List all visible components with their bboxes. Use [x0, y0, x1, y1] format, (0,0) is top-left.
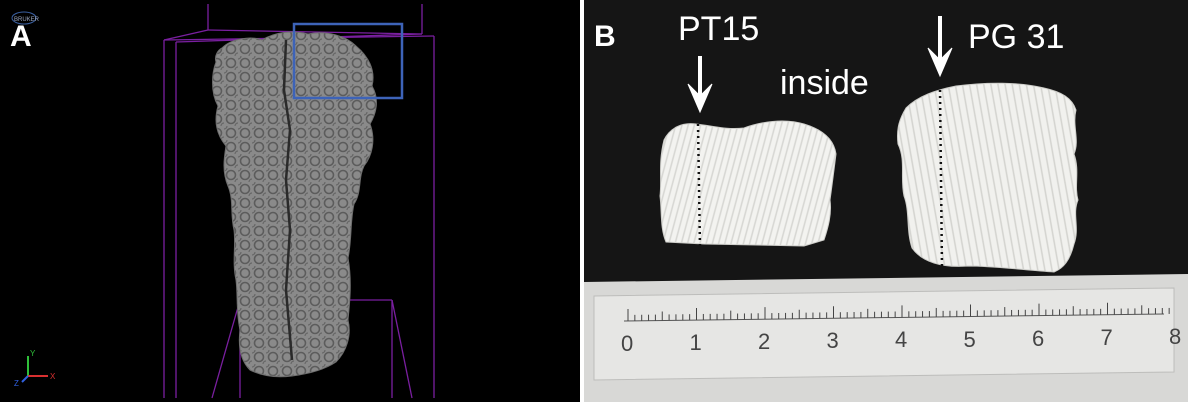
panel-b-label: B	[594, 20, 616, 53]
ruler-number: 8	[1169, 323, 1182, 349]
panel-a-microct-render: Y X Z BRUKER A	[0, 0, 580, 402]
sample-pt15	[659, 120, 837, 247]
ruler-number: 0	[621, 330, 634, 356]
arrow-down-icon	[927, 16, 953, 78]
ruler-number: 4	[895, 327, 908, 353]
arrow-down-icon	[687, 56, 713, 114]
ruler	[584, 274, 1188, 402]
axis-gizmo: Y X Z	[14, 349, 56, 388]
ruler-number: 3	[826, 328, 839, 354]
label-inside: inside	[780, 64, 869, 102]
sample-pg31	[897, 82, 1079, 273]
coral-specimen	[212, 31, 377, 378]
svg-text:Y: Y	[30, 349, 36, 358]
panel-a-label: A	[10, 20, 32, 53]
panel-b-photo: B PT15 inside PG 31 0 1 2 3 4 5 6 7 8	[584, 0, 1188, 402]
microct-scene: Y X Z BRUKER	[11, 4, 435, 399]
specimen-photo	[584, 0, 1188, 402]
roi-box	[292, 22, 404, 100]
ruler-number: 2	[758, 329, 771, 355]
ruler-number: 6	[1032, 325, 1045, 351]
ruler-number: 5	[963, 326, 976, 352]
specimen-crack	[282, 39, 294, 361]
label-pg31: PG 31	[968, 18, 1065, 56]
label-pt15: PT15	[678, 10, 760, 48]
bruker-watermark: BRUKER	[14, 17, 40, 23]
svg-text:Z: Z	[14, 379, 19, 388]
ruler-number: 1	[689, 330, 702, 356]
ruler-number: 7	[1100, 324, 1113, 350]
svg-text:X: X	[50, 372, 56, 381]
